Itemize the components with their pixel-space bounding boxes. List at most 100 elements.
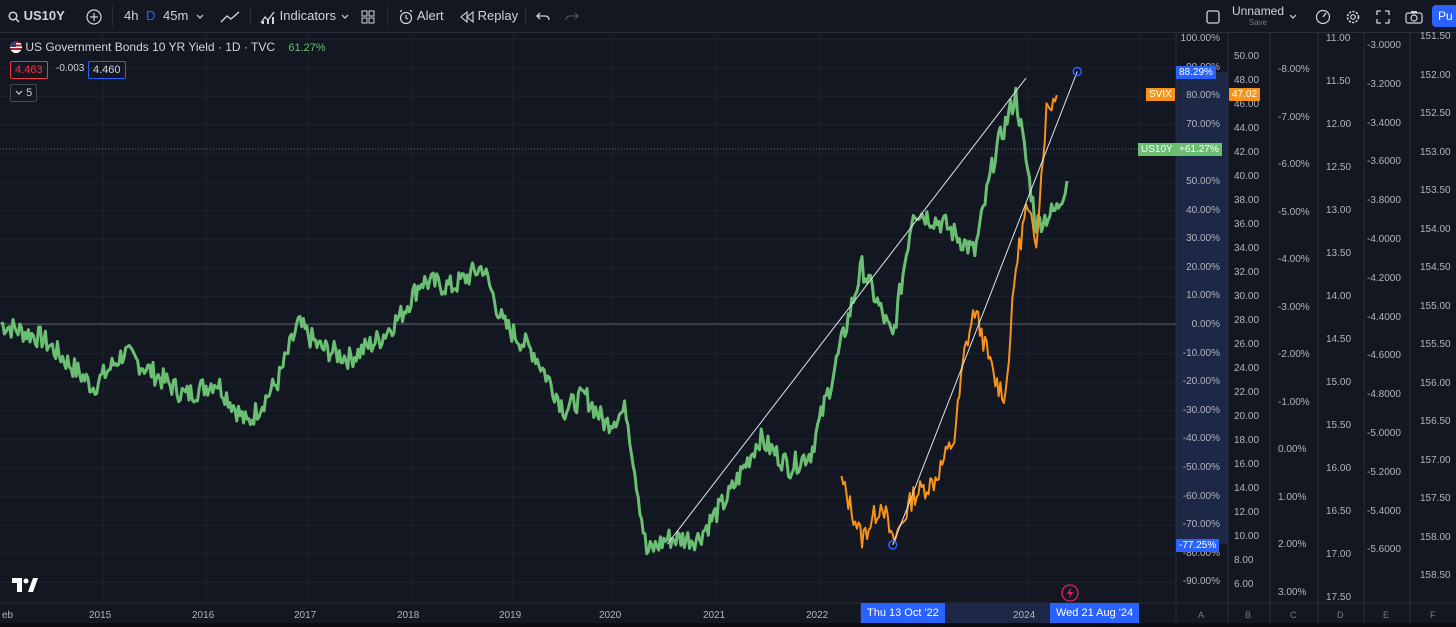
x-axis-tick-label: 2017	[294, 610, 317, 621]
interval-d[interactable]: D	[146, 8, 156, 23]
crosshair-date-start: Thu 13 Oct '22	[861, 603, 945, 623]
chevron-down-icon	[196, 14, 204, 19]
replay-button[interactable]: Replay	[460, 0, 518, 32]
compare-button[interactable]	[86, 0, 102, 32]
axis-tick-label: 48.00	[1234, 75, 1260, 86]
axis-tick-label: 40.00	[1234, 171, 1260, 182]
trend-handle	[1072, 66, 1082, 77]
undo-icon	[536, 12, 550, 20]
trend-handle	[888, 540, 898, 550]
plus-circle-icon	[86, 8, 102, 25]
axis-tick-label: 152.50	[1420, 108, 1451, 119]
indicators-collapse[interactable]: 5	[10, 84, 38, 102]
bid-price-box[interactable]: 4.463	[10, 61, 48, 79]
us10y-value-tag: +61.27%	[1176, 143, 1222, 156]
chevron-down-icon	[15, 90, 23, 95]
alarm-clock-icon	[399, 9, 413, 24]
axis-tick-label: 10.00	[1234, 531, 1260, 542]
axis-tick-label: 1.00%	[1278, 491, 1307, 503]
axis-tick-label: -80.00%	[1182, 547, 1220, 559]
axis-tick-label: 80.00%	[1186, 90, 1220, 102]
axis-tick-label: -7.00%	[1278, 111, 1310, 123]
layout-dropdown[interactable]	[1289, 0, 1297, 32]
interval-4h[interactable]: 4h	[124, 8, 139, 23]
indicators-dropdown[interactable]	[341, 0, 349, 32]
undo-button[interactable]	[536, 0, 550, 32]
axis-tick-label: -4.2000	[1367, 272, 1401, 284]
axis-tick-label: 15.50	[1326, 420, 1352, 431]
layout-checkbox[interactable]	[1206, 0, 1220, 32]
us-flag-icon	[10, 41, 22, 53]
axis-tick-label: 30.00	[1234, 291, 1260, 302]
indicators-button[interactable]: Indicators	[260, 0, 336, 32]
axis-tick-label: 158.50	[1420, 570, 1451, 581]
axis-tick-label: 12.00	[1326, 119, 1352, 130]
ask-price-box[interactable]: 4.460	[88, 61, 126, 79]
axis-tick-label: -70.00%	[1182, 519, 1220, 531]
templates-button[interactable]	[361, 0, 375, 32]
axis-tick-label: 100.00%	[1180, 33, 1220, 44]
us10y-series-line	[0, 86, 1069, 556]
svix-value-tag: 47.02	[1229, 88, 1261, 101]
axis-tick-label: 36.00	[1234, 219, 1260, 230]
fullscreen-button[interactable]	[1376, 0, 1390, 32]
interval-dropdown[interactable]	[196, 0, 204, 32]
axis-tick-label: -5.4000	[1367, 505, 1401, 517]
publish-button[interactable]: Pu	[1432, 5, 1456, 27]
settings-button[interactable]	[1345, 0, 1361, 32]
axis-tick-label: 10.00%	[1186, 290, 1220, 302]
axis-tick-label: -4.8000	[1367, 389, 1401, 401]
alert-button[interactable]: Alert	[398, 0, 444, 32]
axis-tick-label: -4.6000	[1367, 350, 1401, 362]
axis-tick-label: -3.4000	[1367, 117, 1401, 129]
axis-tick-label: 2.00%	[1278, 539, 1307, 550]
divider	[387, 6, 388, 26]
axis-tick-label: -5.6000	[1367, 544, 1401, 556]
axis-tick-label: 28.00	[1234, 315, 1260, 326]
grid-icon	[361, 10, 375, 24]
axis-tick-label: 24.00	[1234, 363, 1260, 374]
axis-tick-label: -1.00%	[1278, 396, 1310, 408]
axis-tick-label: 151.50	[1420, 31, 1451, 42]
axis-tick-label: -2.00%	[1278, 349, 1310, 360]
snapshot-button[interactable]	[1405, 0, 1423, 32]
axis-tick-label: -5.0000	[1367, 428, 1401, 439]
camera-icon	[1405, 10, 1423, 24]
axis-tick-label: 14.00	[1234, 483, 1260, 494]
scale-letter: F	[1430, 610, 1436, 620]
symbol-search[interactable]: US10Y	[8, 0, 65, 32]
axis-tick-label: 154.50	[1420, 262, 1451, 273]
layout-name-button[interactable]: Unnamed Save	[1232, 0, 1284, 32]
axis-tick-label: 20.00	[1234, 411, 1260, 422]
alert-label: Alert	[416, 8, 444, 23]
axis-tick-label: 46.00	[1234, 99, 1260, 110]
series-legend[interactable]: US Government Bonds 10 YR Yield · 1D · T…	[10, 40, 326, 54]
axis-tick-label: -40.00%	[1182, 433, 1220, 445]
interval-45m[interactable]: 45m	[163, 8, 189, 23]
axis-tick-label: 32.00	[1234, 267, 1260, 278]
axis-tick-label: 0.00%	[1191, 319, 1220, 330]
axis-tick-label: 16.00	[1326, 463, 1352, 474]
axis-tick-label: -5.2000	[1367, 466, 1401, 478]
chart-type-button[interactable]	[220, 0, 240, 32]
axis-tick-label: -10.00%	[1182, 347, 1220, 359]
legend-title: US Government Bonds 10 YR Yield · 1D · T…	[25, 40, 276, 54]
axis-tick-label: 6.00	[1234, 579, 1254, 590]
quick-search-button[interactable]	[1315, 0, 1331, 32]
axis-tick-label: 153.50	[1420, 185, 1451, 196]
symbol-name: US10Y	[23, 8, 65, 23]
chevron-down-icon	[1289, 14, 1297, 19]
price-change: -0.003	[56, 63, 85, 74]
x-axis-tick-label: 2020	[599, 610, 622, 621]
svix-series-line	[840, 94, 1058, 549]
x-axis-tick-label: 2016	[192, 610, 215, 621]
axis-tick-label: 156.00	[1420, 377, 1451, 389]
divider	[525, 6, 526, 26]
flash-icon[interactable]	[1061, 584, 1079, 607]
axis-tick-label: 15.00	[1326, 377, 1352, 388]
scale-letter: E	[1383, 610, 1390, 620]
axis-tick-label: 11.00	[1326, 33, 1351, 44]
redo-button[interactable]	[565, 0, 579, 32]
fullscreen-icon	[1376, 9, 1390, 24]
x-axis-tick-label: 2019	[499, 610, 522, 621]
